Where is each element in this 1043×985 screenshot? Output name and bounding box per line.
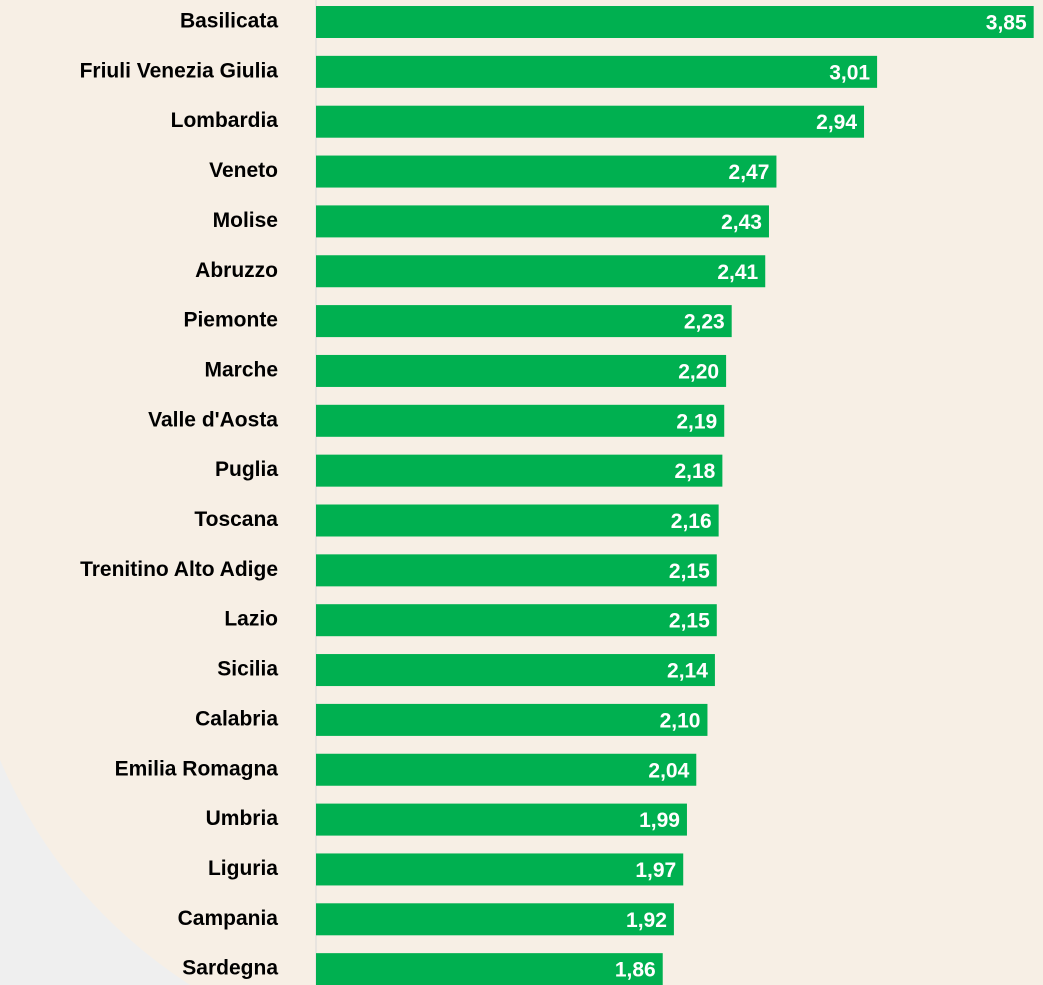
- bar: [316, 803, 687, 836]
- bar: [316, 454, 723, 487]
- bar: [316, 853, 684, 886]
- value-label: 1,99: [639, 809, 680, 832]
- value-label: 1,92: [626, 909, 667, 932]
- value-label: 2,14: [667, 660, 708, 683]
- bar: [316, 903, 674, 936]
- bar: [316, 205, 769, 238]
- value-label: 1,86: [615, 959, 656, 982]
- value-label: 2,10: [660, 709, 701, 732]
- y-tick-label: Umbria: [206, 807, 279, 830]
- bar: [316, 305, 732, 338]
- bar: [316, 354, 727, 387]
- y-tick-label: Toscana: [194, 508, 278, 531]
- value-label: 2,04: [648, 759, 689, 782]
- y-tick-label: Veneto: [209, 159, 278, 182]
- y-tick-label: Lazio: [224, 608, 278, 631]
- y-tick-label: Lombardia: [171, 109, 279, 132]
- bar: [316, 554, 717, 587]
- y-tick-label: Abruzzo: [195, 259, 278, 282]
- bar: [316, 255, 766, 288]
- bar: [316, 654, 715, 687]
- value-label: 2,20: [678, 360, 719, 383]
- y-tick-label: Calabria: [195, 707, 278, 730]
- y-tick-label: Liguria: [208, 857, 278, 880]
- y-tick-label: Emilia Romagna: [115, 757, 279, 780]
- y-tick-label: Sardegna: [182, 957, 278, 980]
- bar: [316, 55, 878, 88]
- value-label: 2,94: [816, 111, 857, 134]
- y-tick-label: Molise: [213, 209, 278, 232]
- bar: [316, 105, 865, 138]
- y-tick-label: Puglia: [215, 458, 278, 481]
- bar: [316, 703, 708, 736]
- bar: [316, 155, 777, 188]
- value-label: 2,18: [674, 460, 715, 483]
- bar: [316, 404, 725, 437]
- value-label: 1,97: [635, 859, 676, 882]
- y-tick-label: Trenitino Alto Adige: [80, 558, 278, 581]
- value-label: 2,15: [669, 560, 710, 583]
- value-label: 3,85: [986, 12, 1027, 35]
- y-tick-label: Friuli Venezia Giulia: [80, 59, 279, 82]
- y-tick-label: Piemonte: [183, 309, 278, 332]
- value-label: 2,43: [721, 211, 762, 234]
- bar: [316, 753, 697, 786]
- y-tick-label: Basilicata: [180, 10, 278, 33]
- value-label: 2,41: [717, 261, 758, 284]
- value-label: 2,16: [671, 510, 712, 533]
- bar: [316, 6, 1034, 38]
- y-tick-label: Sicilia: [217, 658, 278, 681]
- value-label: 2,23: [684, 311, 725, 334]
- y-tick-label: Campania: [178, 907, 279, 930]
- value-label: 2,19: [676, 410, 717, 433]
- bar: [316, 504, 719, 537]
- y-tick-label: Marche: [204, 358, 278, 381]
- background-shape: [0, 760, 190, 985]
- bar: [316, 604, 717, 637]
- value-label: 2,47: [729, 161, 770, 184]
- value-label: 2,15: [669, 610, 710, 633]
- y-tick-label: Valle d'Aosta: [148, 408, 278, 431]
- value-label: 3,01: [829, 61, 870, 84]
- bar: [316, 953, 663, 985]
